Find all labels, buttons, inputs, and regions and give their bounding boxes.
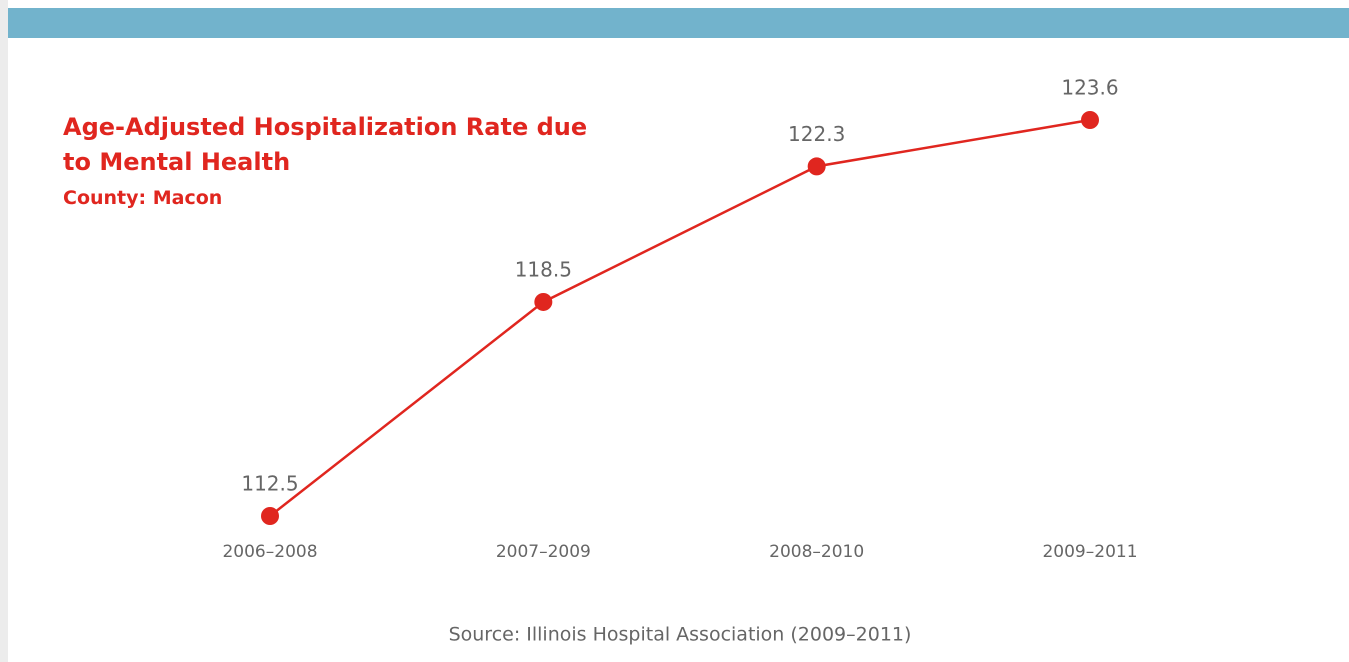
chart-subtitle: County: Macon <box>63 187 223 209</box>
data-label: 122.3 <box>788 122 845 146</box>
x-tick-label: 2006–2008 <box>222 542 317 562</box>
line <box>269 118 1091 517</box>
source-note: Source: Illinois Hospital Association (2… <box>449 624 912 646</box>
point <box>534 292 553 311</box>
x-tick-label: 2007–2009 <box>496 542 591 562</box>
point <box>1081 111 1099 129</box>
data-label: 118.5 <box>515 257 572 281</box>
chart-title: Age-Adjusted Hospitalization Rate due to… <box>63 113 588 176</box>
x-tick-label: 2009–2011 <box>1042 542 1137 562</box>
x-tick-label: 2008–2010 <box>769 542 864 562</box>
point <box>807 157 826 176</box>
side-strip <box>0 0 8 662</box>
header-bar <box>8 8 1349 38</box>
point <box>261 507 279 525</box>
data-label: 112.5 <box>241 472 298 496</box>
data-label: 123.6 <box>1061 76 1118 100</box>
